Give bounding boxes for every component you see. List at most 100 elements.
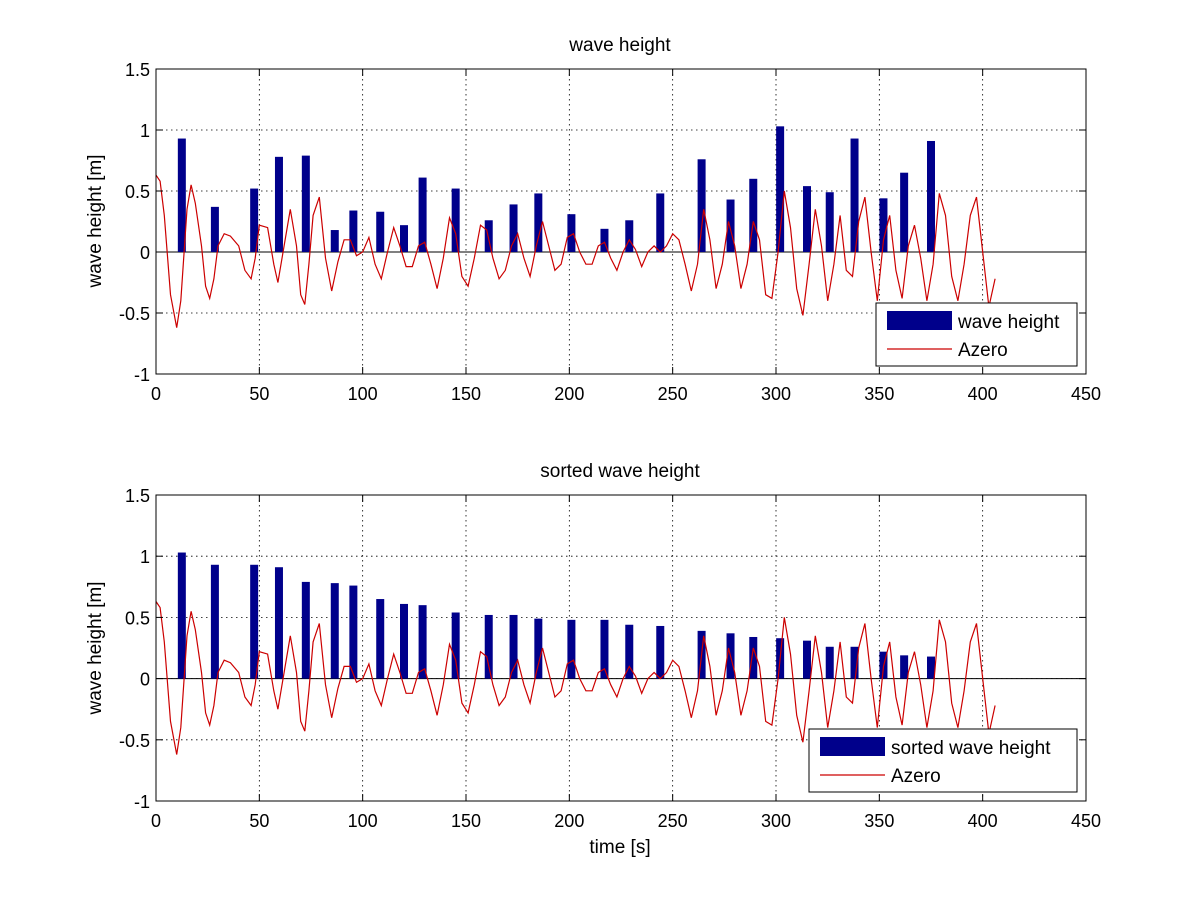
x-tick-label: 200: [554, 811, 584, 831]
x-tick-label: 350: [864, 384, 894, 404]
legend: wave height Azero: [875, 302, 1078, 367]
bar: [625, 624, 634, 679]
y-axis-label: wave height [m]: [85, 581, 106, 715]
legend-label-line: Azero: [958, 340, 1008, 361]
bar: [400, 225, 408, 252]
bar: [900, 655, 909, 679]
bar: [509, 204, 518, 252]
bar: [274, 156, 283, 252]
bar: [177, 552, 186, 679]
bar: [534, 618, 543, 679]
bar: [349, 585, 358, 679]
plot-title: sorted wave height: [540, 461, 700, 482]
y-tick-label: -1: [134, 792, 150, 812]
x-tick-label: 50: [249, 384, 269, 404]
x-tick-label: 150: [451, 384, 481, 404]
bar: [749, 178, 758, 252]
bar: [177, 138, 186, 252]
bar: [451, 612, 460, 679]
bar: [400, 603, 408, 679]
bar: [656, 193, 665, 252]
x-tick-label: 350: [864, 811, 894, 831]
x-tick-label: 250: [658, 384, 688, 404]
legend-label-line: Azero: [891, 766, 941, 787]
bar: [274, 567, 283, 679]
y-tick-label: 0.5: [125, 182, 150, 202]
x-tick-label: 0: [151, 811, 161, 831]
bar: [825, 646, 834, 679]
bar: [600, 619, 609, 679]
axes-frame: [155, 68, 1087, 375]
legend-bar-swatch: [820, 737, 885, 756]
bar: [776, 126, 785, 252]
bar: [927, 656, 935, 679]
y-tick-label: -1: [134, 365, 150, 385]
bar: [330, 230, 339, 252]
x-tick-label: 150: [451, 811, 481, 831]
y-tick-label: 1: [140, 121, 150, 141]
bar: [210, 206, 219, 252]
y-tick-label: 1.5: [125, 60, 150, 80]
x-tick-label: 400: [968, 384, 998, 404]
bar: [330, 583, 339, 679]
y-tick-label: 0: [140, 243, 150, 263]
series-line-azero: [156, 601, 996, 755]
y-tick-label: 1.5: [125, 486, 150, 506]
x-tick-label: 100: [348, 811, 378, 831]
x-tick-label: 450: [1071, 811, 1101, 831]
bar: [656, 625, 665, 679]
bar: [349, 210, 358, 252]
bar: [509, 614, 518, 679]
bar: [697, 159, 706, 252]
bar: [749, 636, 758, 679]
bar: [301, 581, 310, 679]
bar: [484, 220, 493, 252]
bar: [484, 614, 493, 679]
x-tick-label: 100: [348, 384, 378, 404]
subplot-sorted-wave-height: sorted wave height wave height [m] time …: [85, 461, 1101, 858]
bar: [451, 188, 460, 252]
legend: sorted wave height Azero: [808, 728, 1078, 793]
subplot-wave-height: wave height wave height [m] 0 50 100 150 200…: [85, 35, 1101, 404]
y-axis-label: wave height [m]: [85, 154, 106, 288]
legend-label-bar: sorted wave height: [891, 738, 1051, 759]
bar: [600, 228, 609, 252]
y-tick-label: 0: [140, 670, 150, 690]
data-layer: [156, 552, 996, 755]
bar: [803, 186, 811, 252]
x-axis-label: time [s]: [589, 837, 650, 858]
bar: [567, 619, 576, 679]
bar: [210, 564, 219, 679]
bar: [900, 172, 909, 252]
bar: [250, 188, 259, 252]
bar: [927, 140, 935, 252]
legend-bar-swatch: [887, 311, 952, 330]
y-tick-label: 0.5: [125, 608, 150, 628]
bar: [418, 177, 427, 252]
bar: [850, 138, 859, 252]
bar: [376, 599, 385, 679]
bar: [376, 211, 385, 252]
x-tick-label: 0: [151, 384, 161, 404]
series-line-azero: [156, 174, 996, 328]
bar: [567, 214, 576, 252]
bar: [803, 640, 811, 679]
bar: [418, 605, 427, 679]
y-tick-label: 1: [140, 547, 150, 567]
bar: [534, 193, 543, 252]
bar: [250, 564, 259, 679]
plot-title: wave height: [568, 35, 671, 56]
bar: [850, 646, 859, 679]
x-tick-label: 250: [658, 811, 688, 831]
bar: [825, 192, 834, 252]
x-tick-label: 200: [554, 384, 584, 404]
y-tick-label: -0.5: [119, 304, 150, 324]
bar: [879, 198, 888, 252]
x-tick-label: 300: [761, 811, 791, 831]
y-tick-label: -0.5: [119, 731, 150, 751]
axes-frame: [155, 494, 1087, 802]
bar: [726, 199, 735, 252]
legend-label-bar: wave height: [957, 312, 1060, 333]
